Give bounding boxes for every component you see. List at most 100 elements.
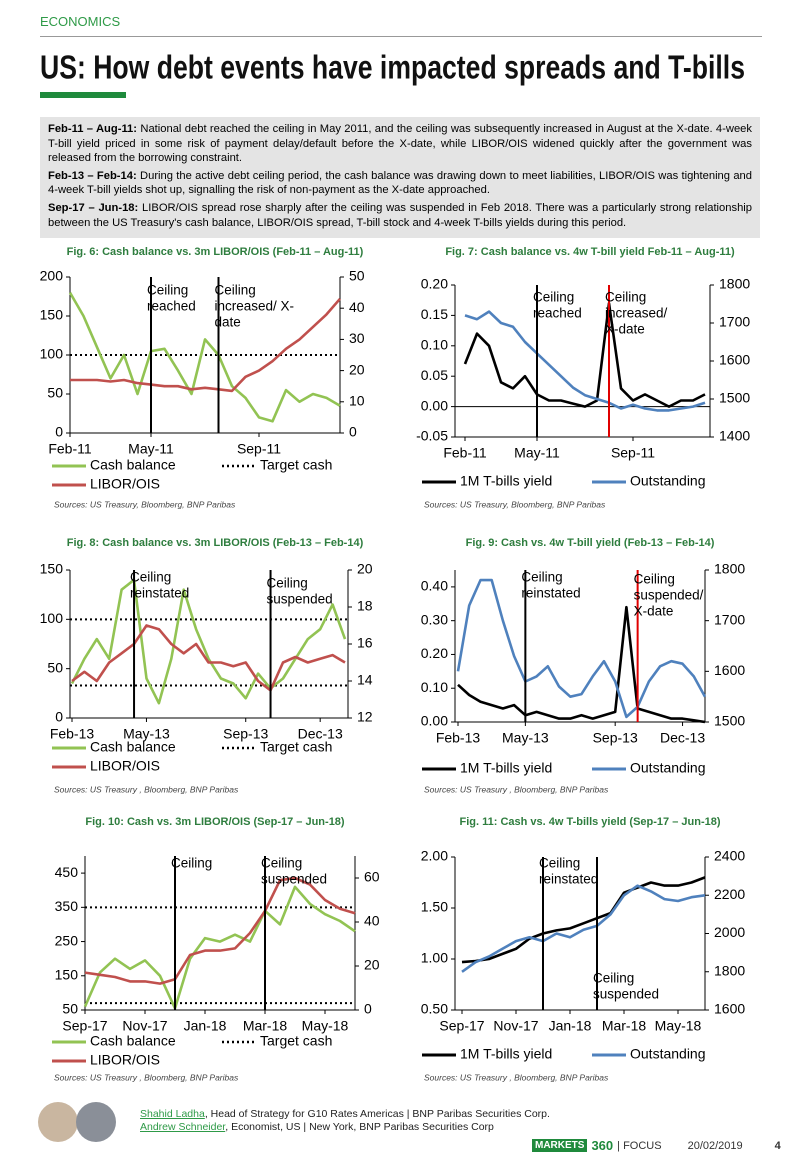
author-role: , Head of Strategy for G10 Rates America… <box>204 1108 550 1120</box>
y-tick-label: 1.50 <box>421 899 448 915</box>
y-tick-label: 0.10 <box>421 679 448 695</box>
summary-text: During the active debt ceiling period, t… <box>48 169 752 197</box>
y-tick-label: 0.10 <box>421 337 448 353</box>
y2-tick-label: 1700 <box>714 611 745 627</box>
page-title: US: How debt events have impacted spread… <box>40 49 745 86</box>
legend-label: 1M T-bills yield <box>460 473 552 489</box>
x-tick-label: Jan-18 <box>184 1018 227 1034</box>
event-label: X-date <box>634 604 674 619</box>
section-label: ECONOMICS <box>40 14 121 29</box>
author-photo <box>38 1102 78 1142</box>
x-tick-label: May-11 <box>128 441 174 457</box>
author-photo <box>76 1102 116 1142</box>
event-label: Ceiling <box>533 290 574 305</box>
x-tick-label: Jan-18 <box>549 1018 592 1034</box>
x-tick-label: May-11 <box>514 445 560 461</box>
y-tick-label: 0.40 <box>421 578 448 594</box>
y-tick-label: 0.00 <box>421 397 448 413</box>
event-label: reinstated <box>130 586 189 601</box>
author: Shahid Ladha, Head of Strategy for G10 R… <box>140 1108 550 1121</box>
series-line <box>461 876 706 964</box>
x-tick-label: Feb-13 <box>436 730 481 746</box>
y2-tick-label: 20 <box>349 361 365 377</box>
chart-source: Sources: US Treasury , Bloomberg, BNP Pa… <box>54 1072 239 1082</box>
y-tick-label: 250 <box>55 932 79 948</box>
x-tick-label: Mar-18 <box>602 1018 647 1034</box>
date: 20/02/2019 <box>687 1139 743 1152</box>
event-label: Ceiling <box>593 971 634 986</box>
y-tick-label: 200 <box>40 268 64 284</box>
event-label: Ceiling <box>267 576 308 591</box>
event-label: Ceiling <box>147 283 188 298</box>
x-tick-label: Dec-13 <box>660 730 705 746</box>
series-line <box>461 884 706 973</box>
y2-tick-label: 0 <box>364 1001 372 1017</box>
event-label: Ceiling <box>261 856 302 871</box>
y-tick-label: 0.50 <box>421 1001 448 1017</box>
y-tick-label: 1.00 <box>421 950 448 966</box>
legend-label: Target cash <box>260 457 332 473</box>
y2-tick-label: 50 <box>349 268 365 284</box>
y2-tick-label: 1800 <box>714 561 745 577</box>
y2-tick-label: 1600 <box>714 1001 745 1017</box>
event-label: suspended/ <box>634 588 704 603</box>
chart-title: Fig. 6: Cash balance vs. 3m LIBOR/OIS (F… <box>67 246 364 258</box>
chart-title: Fig. 10: Cash vs. 3m LIBOR/OIS (Sep-17 –… <box>85 816 345 828</box>
x-tick-label: May-13 <box>123 726 170 742</box>
x-tick-label: Sep-11 <box>611 445 655 461</box>
y2-tick-label: 16 <box>357 635 373 651</box>
y2-tick-label: 20 <box>364 957 380 973</box>
event-label: date <box>215 315 241 330</box>
chart-source: Sources: US Treasury , Bloomberg, BNP Pa… <box>424 1072 609 1082</box>
authors: Shahid Ladha, Head of Strategy for G10 R… <box>140 1108 550 1134</box>
summary-lead: Feb-13 – Feb-14: <box>48 169 137 182</box>
y2-tick-label: 1700 <box>719 314 750 330</box>
chart-title: Fig. 8: Cash balance vs. 3m LIBOR/OIS (F… <box>67 537 364 549</box>
legend-label: Target cash <box>260 1033 332 1049</box>
y2-tick-label: 1600 <box>714 662 745 678</box>
y2-tick-label: 40 <box>349 299 365 315</box>
event-label: reached <box>147 299 196 314</box>
y2-tick-label: 40 <box>364 913 380 929</box>
author-name[interactable]: Andrew Schneider <box>140 1121 226 1133</box>
y-tick-label: 0.05 <box>421 367 448 383</box>
event-label: reached <box>533 306 582 321</box>
event-label: suspended <box>267 592 333 607</box>
x-tick-label: May-13 <box>502 730 549 746</box>
y2-tick-label: 10 <box>349 393 365 409</box>
y2-tick-label: 0 <box>349 424 357 440</box>
event-label: suspended <box>593 987 659 1002</box>
y2-tick-label: 20 <box>357 561 373 577</box>
legend-label: Cash balance <box>90 1033 176 1049</box>
x-tick-label: Dec-13 <box>298 726 343 742</box>
x-tick-label: May-18 <box>302 1018 349 1034</box>
legend-label: Outstanding <box>630 760 706 776</box>
summary-text: LIBOR/OIS spread rose sharply after the … <box>48 201 753 229</box>
event-label: Ceiling <box>130 570 171 585</box>
event-label: Ceiling <box>215 283 256 298</box>
y-tick-label: 100 <box>40 610 64 626</box>
legend-label: Outstanding <box>630 473 706 489</box>
chart-source: Sources: US Treasury , Bloomberg, BNP Pa… <box>424 784 609 794</box>
author-name[interactable]: Shahid Ladha <box>140 1108 205 1120</box>
legend-label: Target cash <box>260 739 332 755</box>
rule <box>40 36 762 37</box>
chart-title: Fig. 11: Cash vs. 4w T-bills yield (Sep-… <box>459 816 720 828</box>
y2-tick-label: 1600 <box>719 352 750 368</box>
x-tick-label: Nov-17 <box>493 1018 538 1034</box>
y-tick-label: 450 <box>55 864 79 880</box>
author-role: , Economist, US | New York, BNP Paribas … <box>225 1121 494 1133</box>
y-tick-label: 150 <box>55 966 79 982</box>
summary-text: National debt reached the ceiling in May… <box>48 123 752 165</box>
y-tick-label: 0 <box>55 424 63 440</box>
y2-tick-label: 14 <box>357 672 373 688</box>
x-tick-label: May-18 <box>655 1018 702 1034</box>
event-label: Ceiling <box>171 856 212 871</box>
event-label: increased/ <box>605 306 668 321</box>
event-label: increased/ X- <box>215 299 295 314</box>
event-label: X-date <box>605 322 645 337</box>
legend-label: LIBOR/OIS <box>90 1052 160 1068</box>
y-tick-label: -0.05 <box>416 428 448 444</box>
